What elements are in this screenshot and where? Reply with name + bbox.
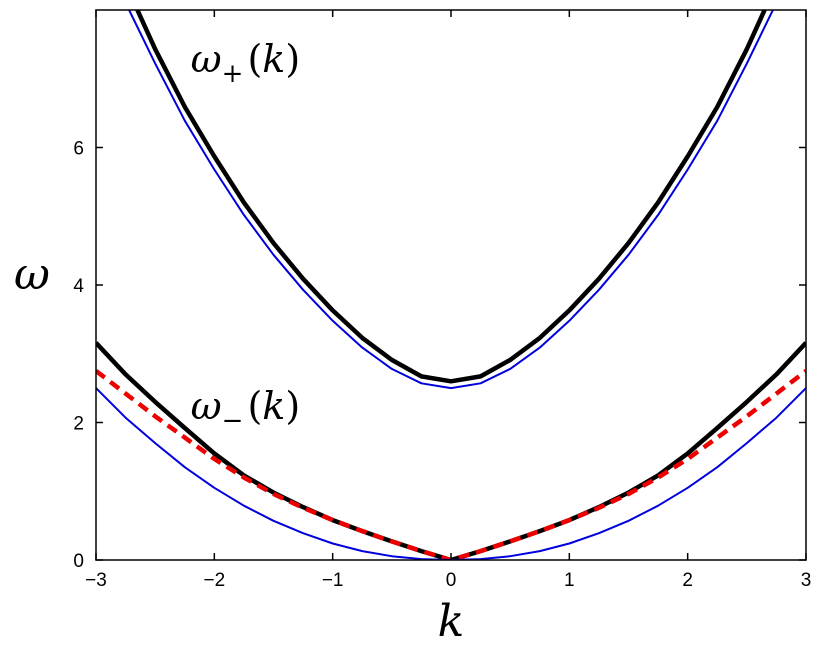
ticks-layer: −3 −2 −1 0 1 2 3 0 2 4 6 [73,10,811,591]
x-tick-label: 2 [682,570,693,591]
curves-layer [96,10,806,560]
series-line-upper-thick [135,10,767,384]
x-tick-label: −1 [322,570,344,591]
series-line-lower-thin [96,387,806,560]
series-line-lower-dashed [96,369,806,560]
y-tick-label: 4 [73,276,84,297]
x-axis-label: k [438,596,465,647]
x-tick-label: −2 [203,570,225,591]
plot-frame [95,9,807,561]
y-tick-label: 6 [73,139,84,160]
x-tick-label: −3 [85,570,107,591]
series-line-lower-thick [96,341,806,560]
curve-label-0: ω+ (k) [191,37,300,89]
x-tick-label: 1 [564,570,575,591]
y-tick-label: 2 [73,414,84,435]
x-tick-label: 3 [801,570,812,591]
y-tick-label: 0 [73,551,84,572]
annotations-layer: ω+ (k) ω− (k) [191,37,300,436]
x-tick-label: 0 [446,570,457,591]
y-axis-label: ω [14,249,50,300]
series-line-upper-thin [128,10,774,390]
curve-label-1: ω− (k) [191,384,300,436]
